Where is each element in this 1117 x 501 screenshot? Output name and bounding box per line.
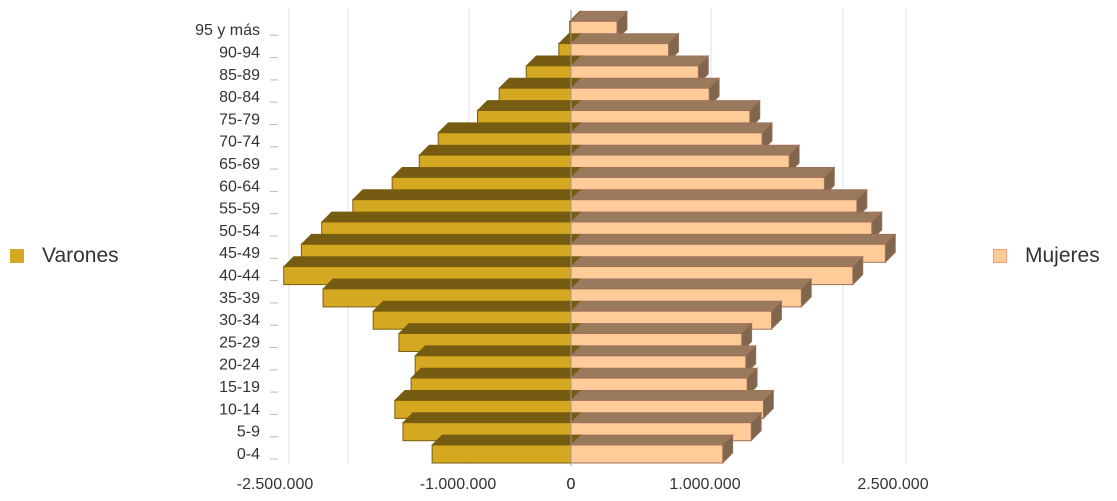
bar-top-face	[418, 144, 582, 156]
age-group-label: 0-4	[237, 446, 260, 463]
x-tick-label: 2.500.000	[857, 476, 928, 493]
age-group-label: 60-64	[219, 178, 260, 195]
bar-top-face	[570, 55, 710, 67]
age-group-label: 10-14	[219, 401, 260, 418]
bar-top-face	[393, 389, 582, 401]
bar-top-face	[570, 77, 721, 89]
bar-top-face	[391, 166, 582, 178]
age-group-label: 70-74	[219, 134, 260, 151]
bar-top-face	[431, 434, 582, 446]
bar-top-face	[282, 256, 582, 268]
age-group-label: 50-54	[219, 223, 260, 240]
bar-top-face	[570, 278, 813, 290]
age-group-label: 65-69	[219, 156, 260, 173]
age-group-label: 85-89	[219, 67, 260, 84]
bar-top-face	[570, 189, 868, 201]
age-group-label: 90-94	[219, 44, 260, 61]
age-group-label: 95 y más	[195, 22, 260, 39]
bar-top-face	[570, 412, 763, 424]
legend-swatch-varones	[10, 249, 24, 263]
x-tick-label: 0	[567, 476, 576, 493]
bar-top-face	[570, 122, 774, 134]
x-tick-label: 1.000.000	[669, 476, 740, 493]
bar-top-face	[351, 189, 582, 201]
age-group-label: 20-24	[219, 357, 260, 374]
age-group-label: 40-44	[219, 267, 260, 284]
legend-varones: Varones	[10, 244, 119, 268]
bar-top-face	[414, 345, 582, 357]
bar-top-face	[570, 144, 801, 156]
legend-swatch-mujeres	[993, 249, 1007, 263]
age-group-label: 15-19	[219, 379, 260, 396]
legend-label-mujeres: Mujeres	[1025, 244, 1100, 267]
bar-top-face	[410, 367, 582, 379]
bar-top-face	[570, 166, 836, 178]
x-tick-label: -1.000.000	[420, 476, 497, 493]
bar-top-face	[402, 412, 582, 424]
bar-top-face	[476, 100, 582, 111]
bar-top-face	[570, 367, 759, 379]
bar-top-face	[570, 323, 753, 334]
age-group-label: 35-39	[219, 290, 260, 307]
bar-top-face	[570, 256, 864, 268]
age-group-label: 75-79	[219, 111, 260, 128]
bar-top-face	[498, 77, 582, 89]
age-group-label: 80-84	[219, 89, 260, 106]
bar-top-face	[570, 211, 883, 223]
age-group-label: 30-34	[219, 312, 260, 329]
bar-top-face	[570, 33, 680, 44]
x-tick-label: 0	[567, 476, 576, 493]
bar-varones	[431, 444, 572, 464]
bar-top-face	[570, 434, 734, 446]
bar-top-face	[322, 278, 582, 290]
legend-label-varones: Varones	[42, 244, 119, 267]
bar-top-face	[397, 323, 582, 334]
age-group-label: 5-9	[237, 424, 260, 441]
bar-top-face	[570, 233, 897, 245]
bar-top-face	[300, 233, 582, 245]
bar-mujeres	[570, 444, 724, 464]
bar-top-face	[437, 122, 582, 134]
age-group-label: 25-29	[219, 334, 260, 351]
bar-top-face	[570, 389, 775, 401]
bar-top-face	[570, 100, 761, 111]
bar-top-face	[570, 300, 783, 312]
age-group-label: 45-49	[219, 245, 260, 262]
bar-top-face	[320, 211, 582, 223]
age-group-label: 55-59	[219, 201, 260, 218]
x-tick-label: -2.500.000	[237, 476, 314, 493]
bar-top-face	[570, 345, 757, 357]
bar-top-face	[372, 300, 582, 312]
legend-mujeres: Mujeres	[993, 244, 1100, 268]
